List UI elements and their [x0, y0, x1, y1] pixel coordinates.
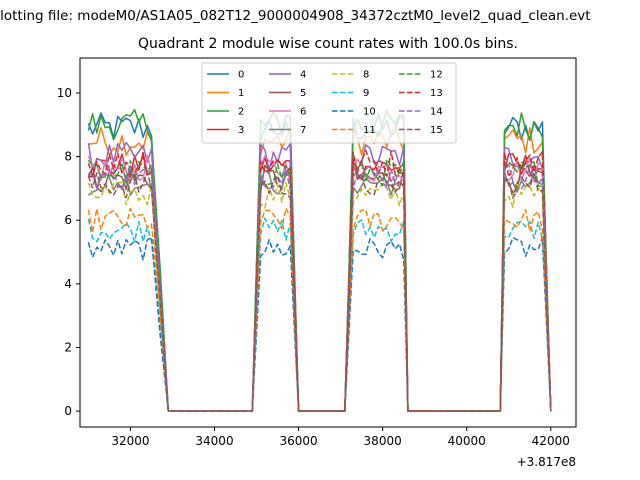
series-line-15: [87, 171, 552, 412]
y-tick-label: 10: [57, 86, 72, 100]
x-tick-label: 36000: [279, 434, 317, 448]
legend-label-2: 2: [238, 107, 244, 118]
legend-label-14: 14: [430, 107, 443, 118]
y-axis: 0 2 4 6 8 10: [57, 86, 80, 418]
legend-label-1: 1: [238, 88, 244, 99]
legend-label-13: 13: [430, 88, 443, 99]
y-tick-label: 4: [64, 277, 72, 291]
legend-label-5: 5: [300, 88, 306, 99]
chart-title: Quadrant 2 module wise count rates with …: [138, 36, 518, 52]
legend-label-3: 3: [238, 125, 244, 136]
x-tick-label: 42000: [532, 434, 570, 448]
series-layer: [87, 108, 552, 412]
legend-label-6: 6: [300, 107, 306, 118]
legend-label-9: 9: [363, 88, 369, 99]
figure-suptitle: Plotting file: modeM0/AS1A05_082T12_9000…: [0, 8, 591, 24]
x-tick-label: 38000: [364, 434, 402, 448]
legend-label-8: 8: [363, 70, 369, 81]
y-tick-label: 8: [64, 150, 72, 164]
legend-label-7: 7: [300, 125, 306, 136]
legend-label-12: 12: [430, 70, 443, 81]
x-tick-label: 40000: [448, 434, 486, 448]
legend-label-0: 0: [238, 70, 244, 81]
legend-label-11: 11: [363, 125, 376, 136]
x-tick-label: 32000: [111, 434, 149, 448]
y-tick-label: 6: [64, 213, 72, 227]
legend-label-4: 4: [300, 70, 306, 81]
x-offset-label: +3.817e8: [517, 455, 576, 469]
axes-frame: [79, 57, 577, 428]
legend-label-15: 15: [430, 125, 443, 136]
legend-box: [201, 62, 457, 144]
legend-label-10: 10: [363, 107, 376, 118]
x-tick-label: 34000: [195, 434, 233, 448]
y-tick-label: 2: [64, 340, 72, 354]
x-axis: 32000 34000 36000 38000 40000 42000: [111, 427, 570, 448]
y-tick-label: 0: [64, 404, 72, 418]
